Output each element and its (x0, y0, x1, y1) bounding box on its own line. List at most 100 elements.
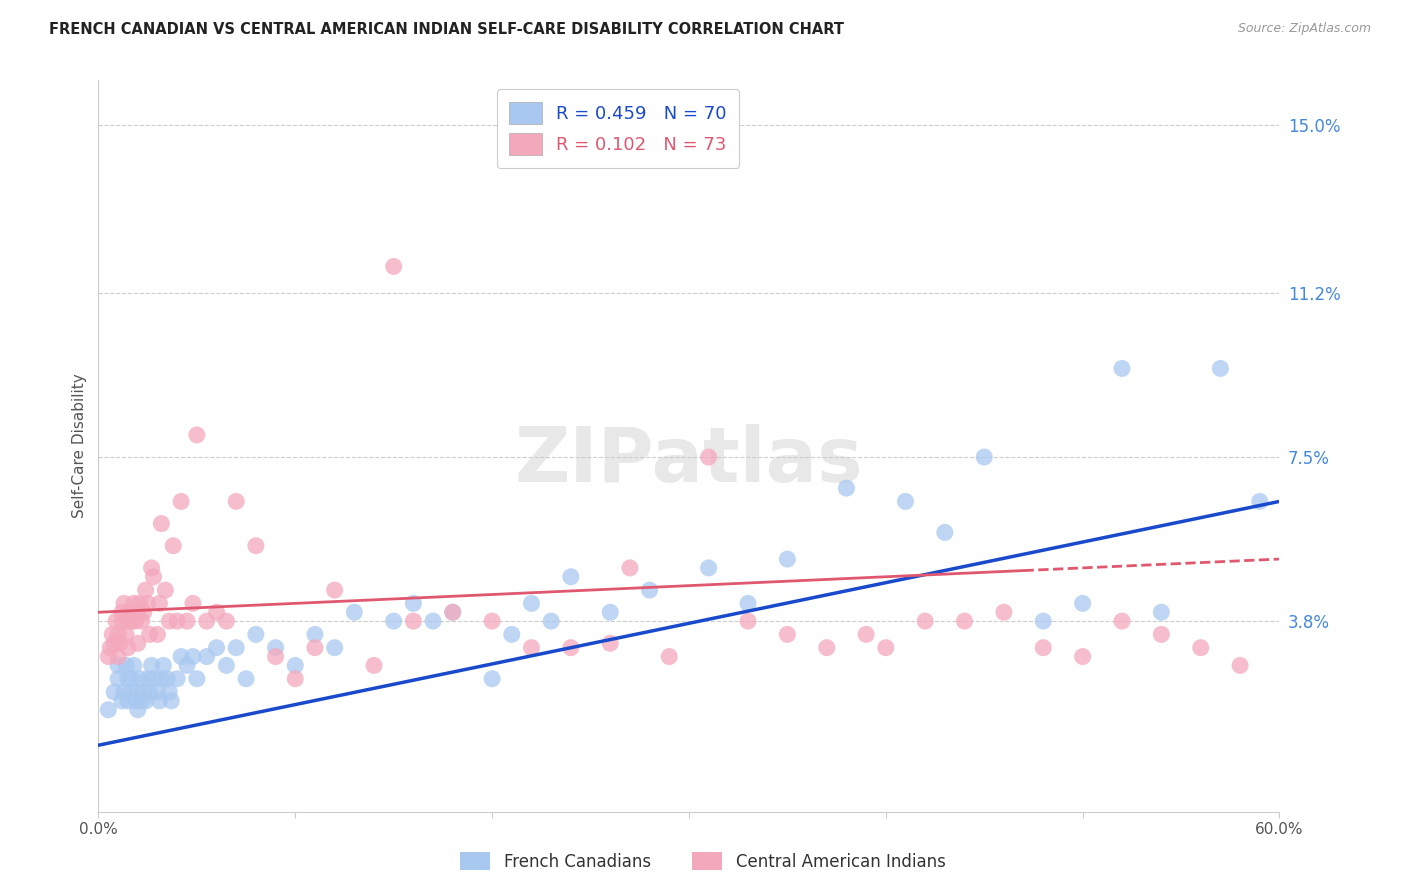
Point (195, 649, 218, 664)
Point (1229, 658, 1251, 673)
Point (117, 640, 139, 655)
Point (135, 694, 157, 708)
Point (835, 481, 858, 495)
Point (363, 658, 385, 673)
Point (1032, 614, 1054, 628)
Text: ZIPatlas: ZIPatlas (515, 424, 863, 498)
Point (131, 614, 153, 628)
Point (776, 627, 799, 641)
Point (127, 703, 149, 717)
Point (215, 658, 238, 673)
Point (176, 658, 198, 673)
Point (599, 605, 621, 619)
Point (103, 685, 125, 699)
Point (160, 694, 183, 708)
Point (118, 605, 141, 619)
Point (619, 561, 641, 575)
Point (170, 494, 193, 508)
Point (146, 627, 169, 641)
Point (1209, 361, 1232, 376)
Point (101, 627, 124, 641)
Point (225, 494, 247, 508)
Point (215, 614, 238, 628)
Point (894, 494, 917, 508)
Point (181, 596, 204, 610)
Point (225, 640, 247, 655)
Point (128, 672, 150, 686)
Point (162, 539, 184, 553)
Point (186, 672, 208, 686)
Point (128, 596, 150, 610)
Point (973, 450, 995, 464)
Point (520, 640, 543, 655)
Point (155, 583, 177, 598)
Point (157, 685, 180, 699)
Point (111, 605, 134, 619)
Point (166, 672, 188, 686)
Point (304, 640, 326, 655)
Point (111, 614, 134, 628)
Point (245, 539, 267, 553)
Point (122, 658, 145, 673)
Point (122, 596, 145, 610)
Point (1071, 596, 1094, 610)
Point (107, 649, 129, 664)
Point (1071, 649, 1094, 664)
Point (138, 627, 160, 641)
Point (697, 450, 720, 464)
Point (501, 627, 523, 641)
Point (284, 672, 307, 686)
Point (1150, 605, 1173, 619)
Point (125, 694, 148, 708)
Point (264, 640, 287, 655)
Point (323, 640, 346, 655)
Point (1150, 627, 1173, 641)
Point (136, 672, 159, 686)
Point (993, 605, 1015, 619)
Point (205, 640, 228, 655)
Point (117, 672, 139, 686)
Point (127, 685, 149, 699)
Point (245, 627, 267, 641)
Point (127, 605, 149, 619)
Point (107, 658, 129, 673)
Point (150, 516, 173, 531)
Point (855, 627, 877, 641)
Text: FRENCH CANADIAN VS CENTRAL AMERICAN INDIAN SELF-CARE DISABILITY CORRELATION CHAR: FRENCH CANADIAN VS CENTRAL AMERICAN INDI… (49, 22, 844, 37)
Point (284, 658, 307, 673)
Point (157, 614, 180, 628)
Point (115, 658, 138, 673)
Text: Source: ZipAtlas.com: Source: ZipAtlas.com (1237, 22, 1371, 36)
Point (264, 649, 287, 664)
Point (441, 605, 464, 619)
Point (141, 658, 163, 673)
Point (953, 614, 976, 628)
Point (132, 685, 155, 699)
Point (125, 614, 148, 628)
Point (481, 672, 503, 686)
Point (115, 627, 138, 641)
Point (118, 685, 141, 699)
Point (138, 685, 160, 699)
Point (152, 658, 174, 673)
Point (108, 636, 131, 650)
Point (112, 685, 135, 699)
Point (132, 605, 155, 619)
Point (402, 596, 425, 610)
Legend: French Canadians, Central American Indians: French Canadians, Central American India… (451, 844, 955, 880)
Point (111, 694, 134, 708)
Point (107, 627, 129, 641)
Point (323, 583, 346, 598)
Point (117, 694, 139, 708)
Point (142, 570, 165, 584)
Point (481, 614, 503, 628)
Point (776, 552, 799, 566)
Point (97, 649, 120, 664)
Point (235, 672, 257, 686)
Point (205, 605, 228, 619)
Point (150, 672, 173, 686)
Point (105, 614, 128, 628)
Point (382, 260, 405, 274)
Point (304, 627, 326, 641)
Point (146, 685, 169, 699)
